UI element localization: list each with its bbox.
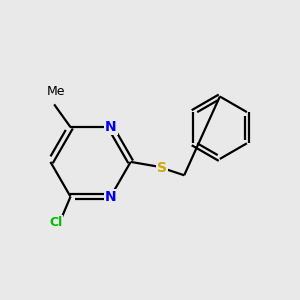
Text: Cl: Cl [49, 216, 62, 229]
Text: Me: Me [46, 85, 65, 98]
Text: S: S [157, 161, 167, 175]
Text: N: N [105, 120, 116, 134]
Text: N: N [105, 190, 116, 204]
